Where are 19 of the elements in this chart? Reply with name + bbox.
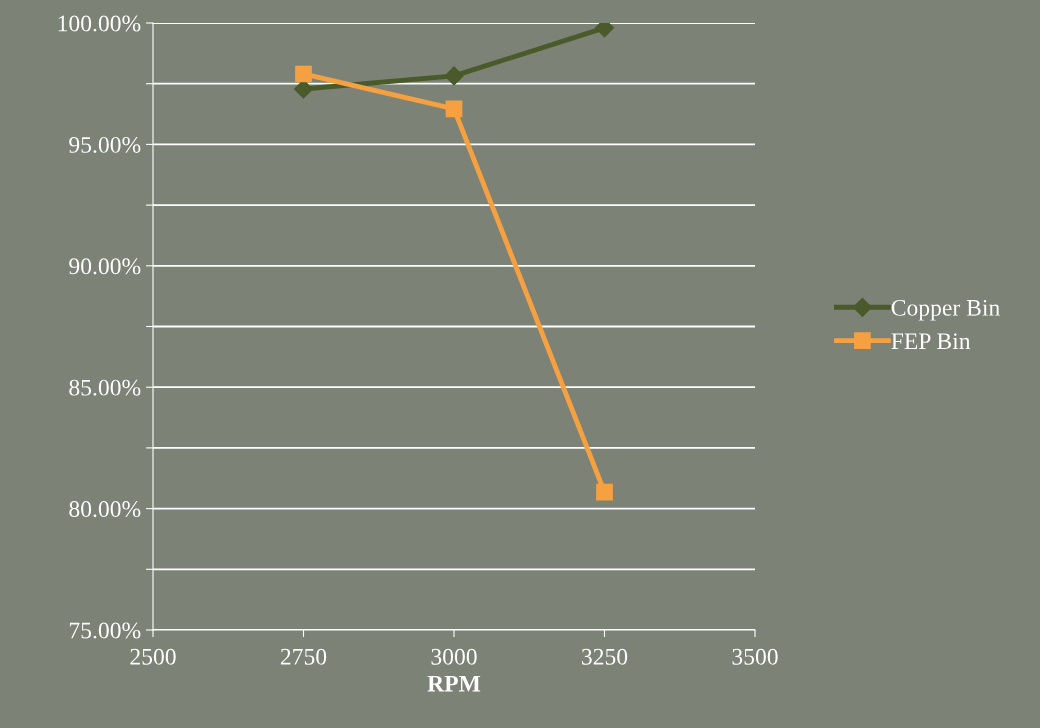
y-tick-label: 75.00% [69, 622, 141, 639]
point [295, 65, 312, 83]
x-tick-label: 2500 [130, 648, 176, 665]
x-tick-label: 3500 [732, 648, 778, 665]
point [596, 483, 613, 501]
y-tick-label: 100.00% [58, 15, 141, 32]
point [445, 100, 463, 118]
x-tick-label: 3000 [431, 648, 477, 665]
legend-label: Copper Bin [891, 299, 1000, 321]
point [444, 66, 464, 86]
x-tick-label: 3250 [582, 648, 628, 665]
x-axis-title: RPM [427, 675, 481, 692]
x-tick-label: 2750 [280, 648, 327, 665]
y-tick-label: 85.00% [69, 379, 141, 396]
point [293, 79, 314, 99]
legend-label: FEP Bin [891, 333, 971, 349]
y-tick-label: 95.00% [69, 136, 141, 153]
y-tick-label: 80.00% [69, 501, 141, 518]
y-tick-label: 90.00% [69, 258, 141, 275]
